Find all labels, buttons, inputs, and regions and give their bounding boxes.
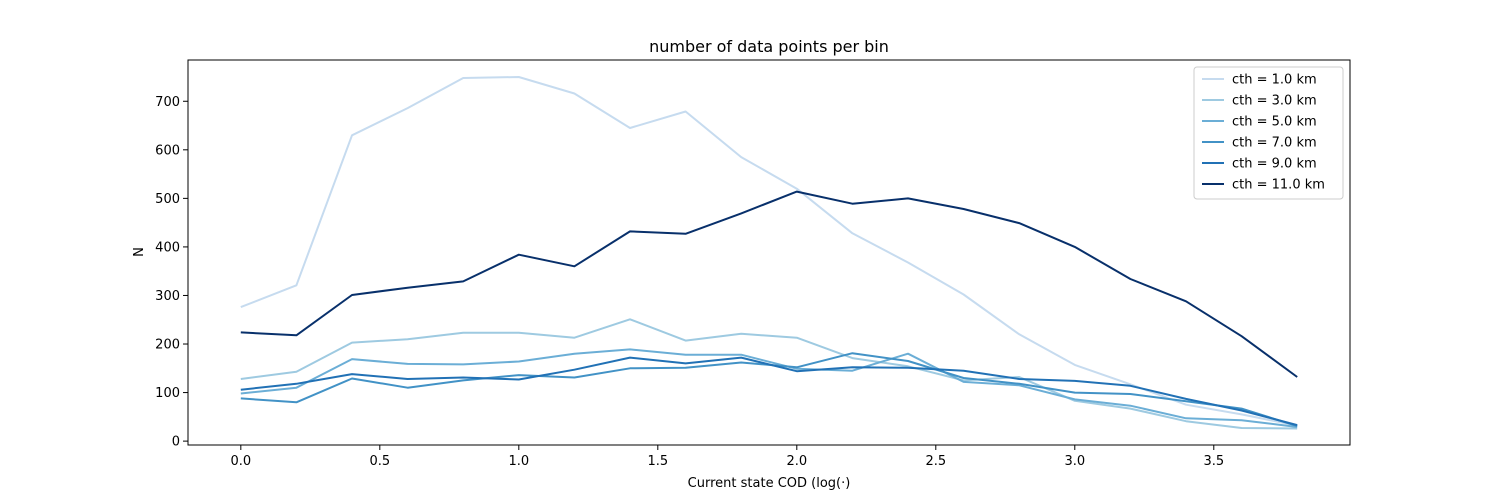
legend-label-5: cth = 11.0 km <box>1232 178 1325 193</box>
series-line-2 <box>240 348 1298 428</box>
x-tick-label: 0.5 <box>369 454 390 469</box>
legend-label-2: cth = 5.0 km <box>1232 115 1317 130</box>
series-layer <box>240 76 1298 430</box>
x-axis-title: Current state COD (log(·) <box>688 476 851 491</box>
y-tick-label: 400 <box>155 240 180 255</box>
plot-frame <box>187 59 1351 446</box>
legend: cth = 1.0 km cth = 3.0 km cth = 5.0 km cth … <box>1193 66 1344 200</box>
y-axis-title: N <box>132 247 147 257</box>
series-line-4 <box>240 356 1298 427</box>
y-axis: 0 100 200 300 400 500 600 700 <box>155 95 188 450</box>
y-tick-label: 700 <box>155 95 180 110</box>
y-tick-label: 0 <box>172 435 180 450</box>
legend-label-0: cth = 1.0 km <box>1232 73 1317 88</box>
x-tick-label: 1.5 <box>647 454 668 469</box>
x-tick-label: 3.0 <box>1064 454 1085 469</box>
x-tick-label: 2.5 <box>925 454 946 469</box>
y-tick-label: 600 <box>155 143 180 158</box>
series-line-5 <box>240 190 1298 378</box>
y-tick-label: 300 <box>155 289 180 304</box>
x-tick-label: 3.5 <box>1203 454 1224 469</box>
x-tick-label: 2.0 <box>786 454 807 469</box>
x-tick-label: 0.0 <box>230 454 251 469</box>
legend-label-4: cth = 9.0 km <box>1232 157 1317 172</box>
x-axis: 0.0 0.5 1.0 1.5 2.0 2.5 3.0 3.5 <box>230 445 1224 469</box>
chart-title: number of data points per bin <box>649 37 889 56</box>
x-tick-label: 1.0 <box>508 454 529 469</box>
legend-label-3: cth = 7.0 km <box>1232 136 1317 151</box>
y-tick-label: 500 <box>155 192 180 207</box>
y-tick-label: 100 <box>155 386 180 401</box>
series-line-0 <box>240 76 1298 427</box>
series-line-1 <box>240 318 1298 430</box>
legend-label-1: cth = 3.0 km <box>1232 94 1317 109</box>
y-tick-label: 200 <box>155 338 180 353</box>
legend-box <box>1193 66 1344 200</box>
